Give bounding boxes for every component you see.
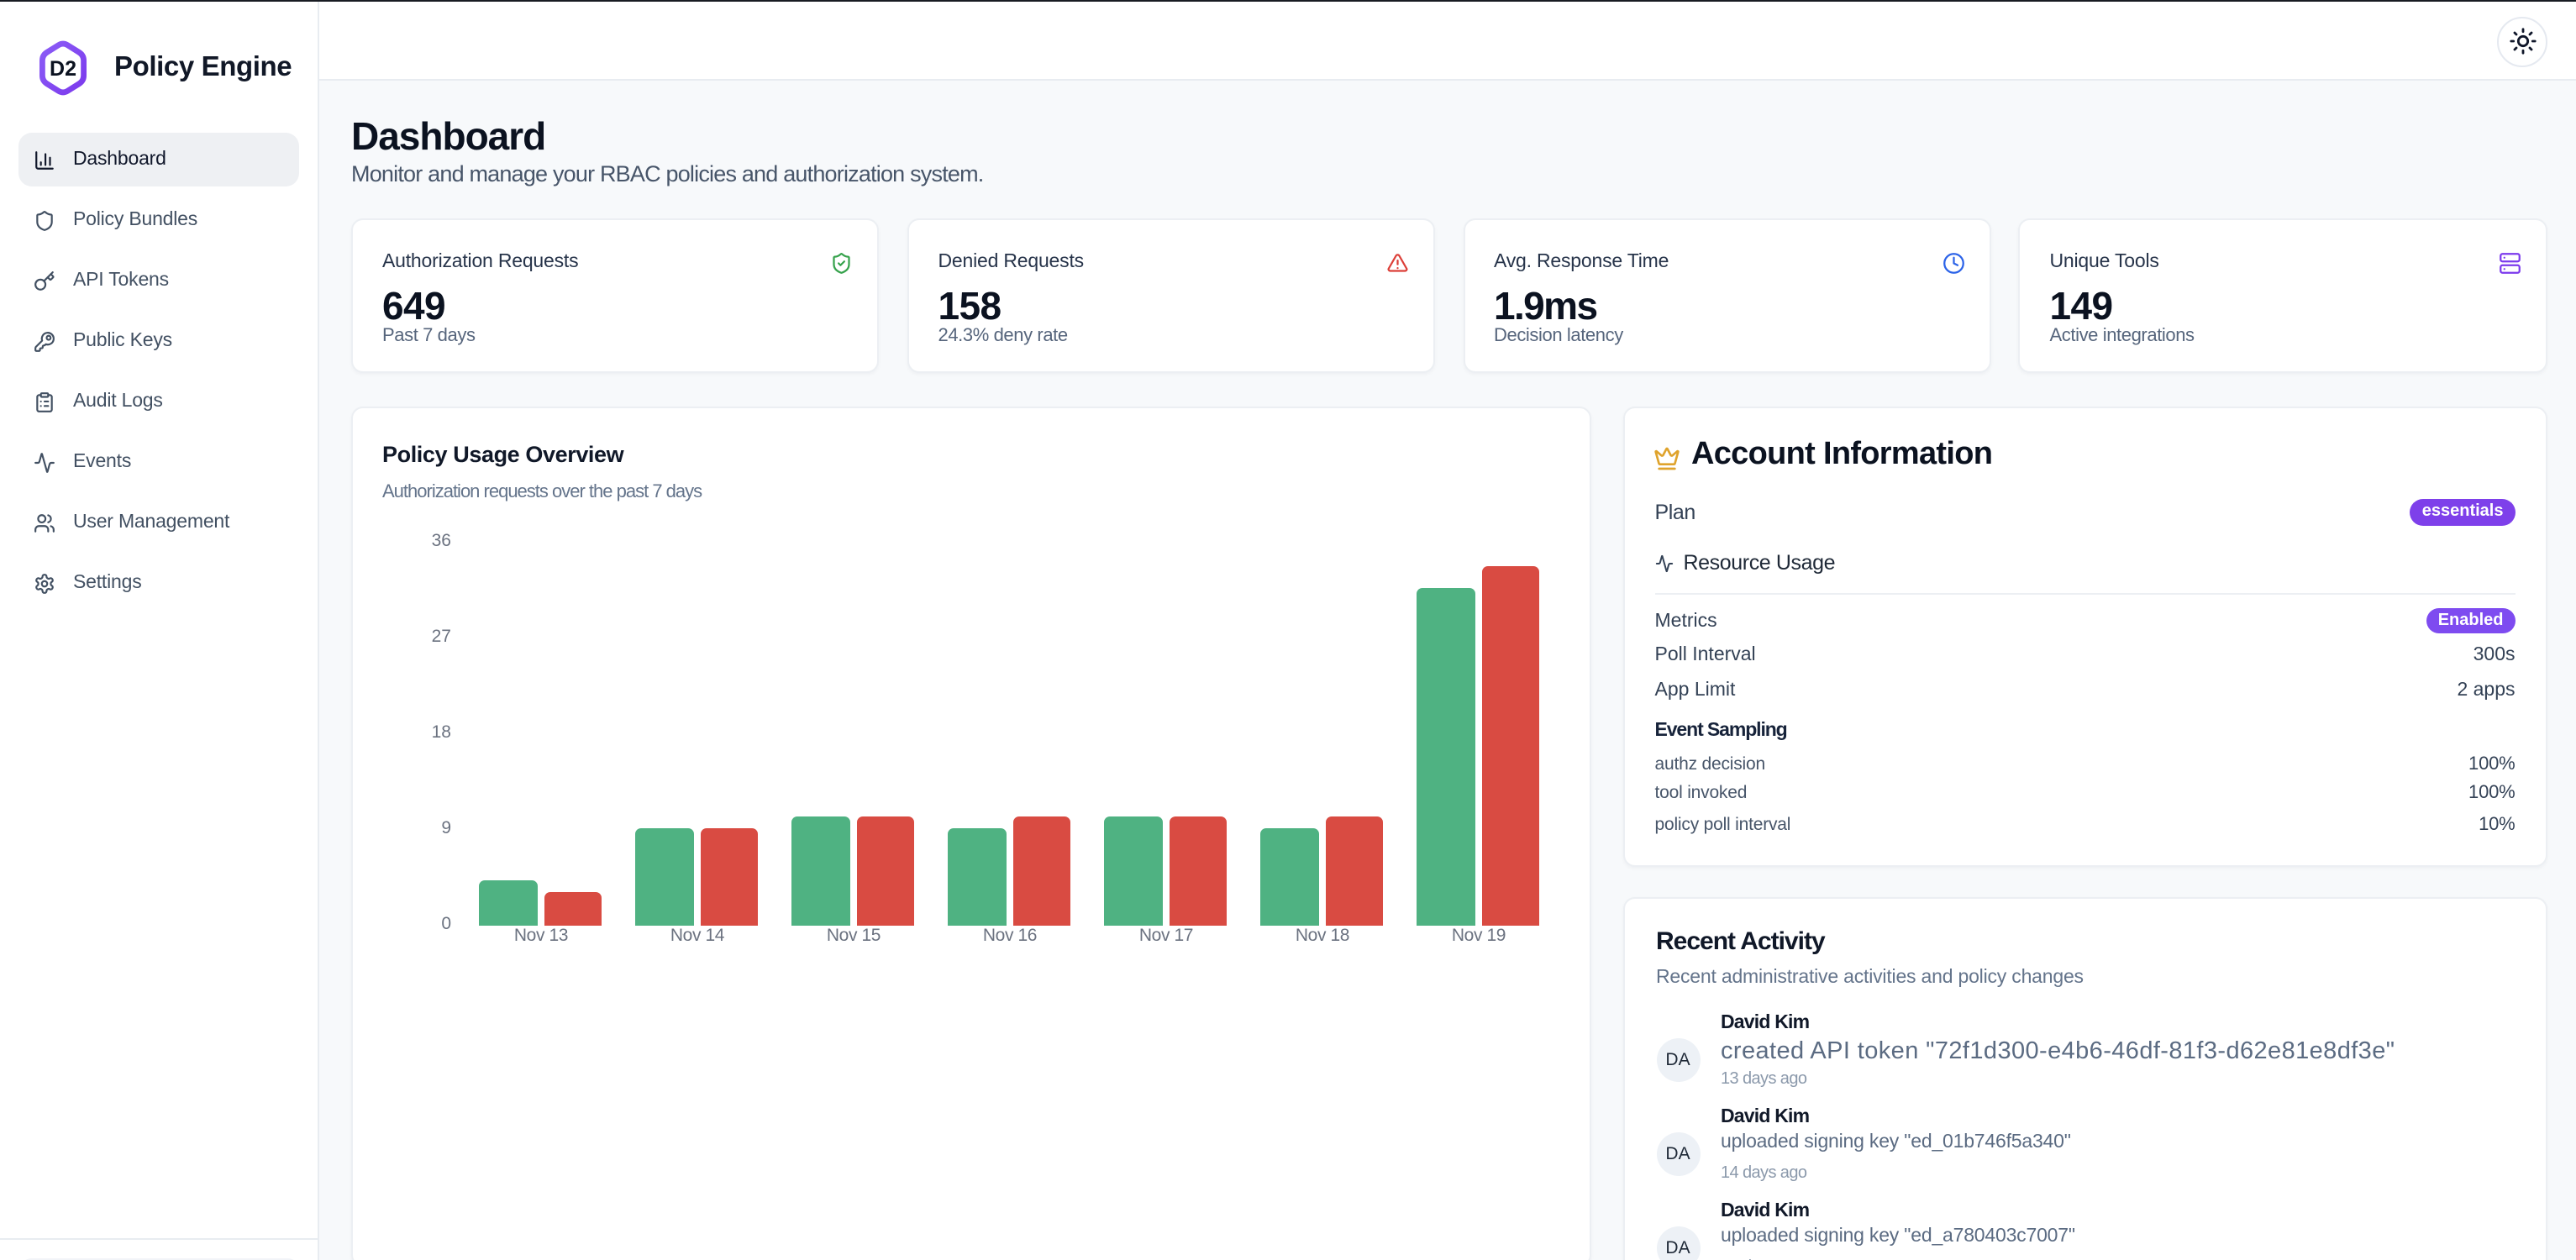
svg-text:D2: D2 [50, 57, 76, 81]
